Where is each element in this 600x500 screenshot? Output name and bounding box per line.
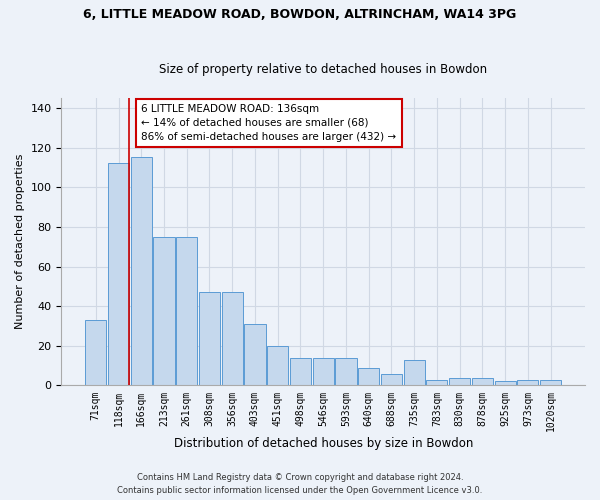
Bar [540,380,561,386]
Bar [313,358,334,386]
Bar [131,158,152,386]
Bar [358,368,379,386]
Bar [176,237,197,386]
Title: Size of property relative to detached houses in Bowdon: Size of property relative to detached ho… [159,63,487,76]
Bar [85,320,106,386]
Bar [154,237,175,386]
X-axis label: Distribution of detached houses by size in Bowdon: Distribution of detached houses by size … [173,437,473,450]
Y-axis label: Number of detached properties: Number of detached properties [15,154,25,330]
Bar [108,164,129,386]
Bar [494,382,516,386]
Bar [381,374,402,386]
Bar [267,346,288,386]
Bar [472,378,493,386]
Bar [404,360,425,386]
Text: 6 LITTLE MEADOW ROAD: 136sqm
← 14% of detached houses are smaller (68)
86% of se: 6 LITTLE MEADOW ROAD: 136sqm ← 14% of de… [141,104,397,142]
Bar [199,292,220,386]
Bar [221,292,243,386]
Text: Contains HM Land Registry data © Crown copyright and database right 2024.
Contai: Contains HM Land Registry data © Crown c… [118,473,482,495]
Bar [427,380,448,386]
Bar [517,380,538,386]
Bar [335,358,356,386]
Text: 6, LITTLE MEADOW ROAD, BOWDON, ALTRINCHAM, WA14 3PG: 6, LITTLE MEADOW ROAD, BOWDON, ALTRINCHA… [83,8,517,20]
Bar [244,324,266,386]
Bar [449,378,470,386]
Bar [290,358,311,386]
